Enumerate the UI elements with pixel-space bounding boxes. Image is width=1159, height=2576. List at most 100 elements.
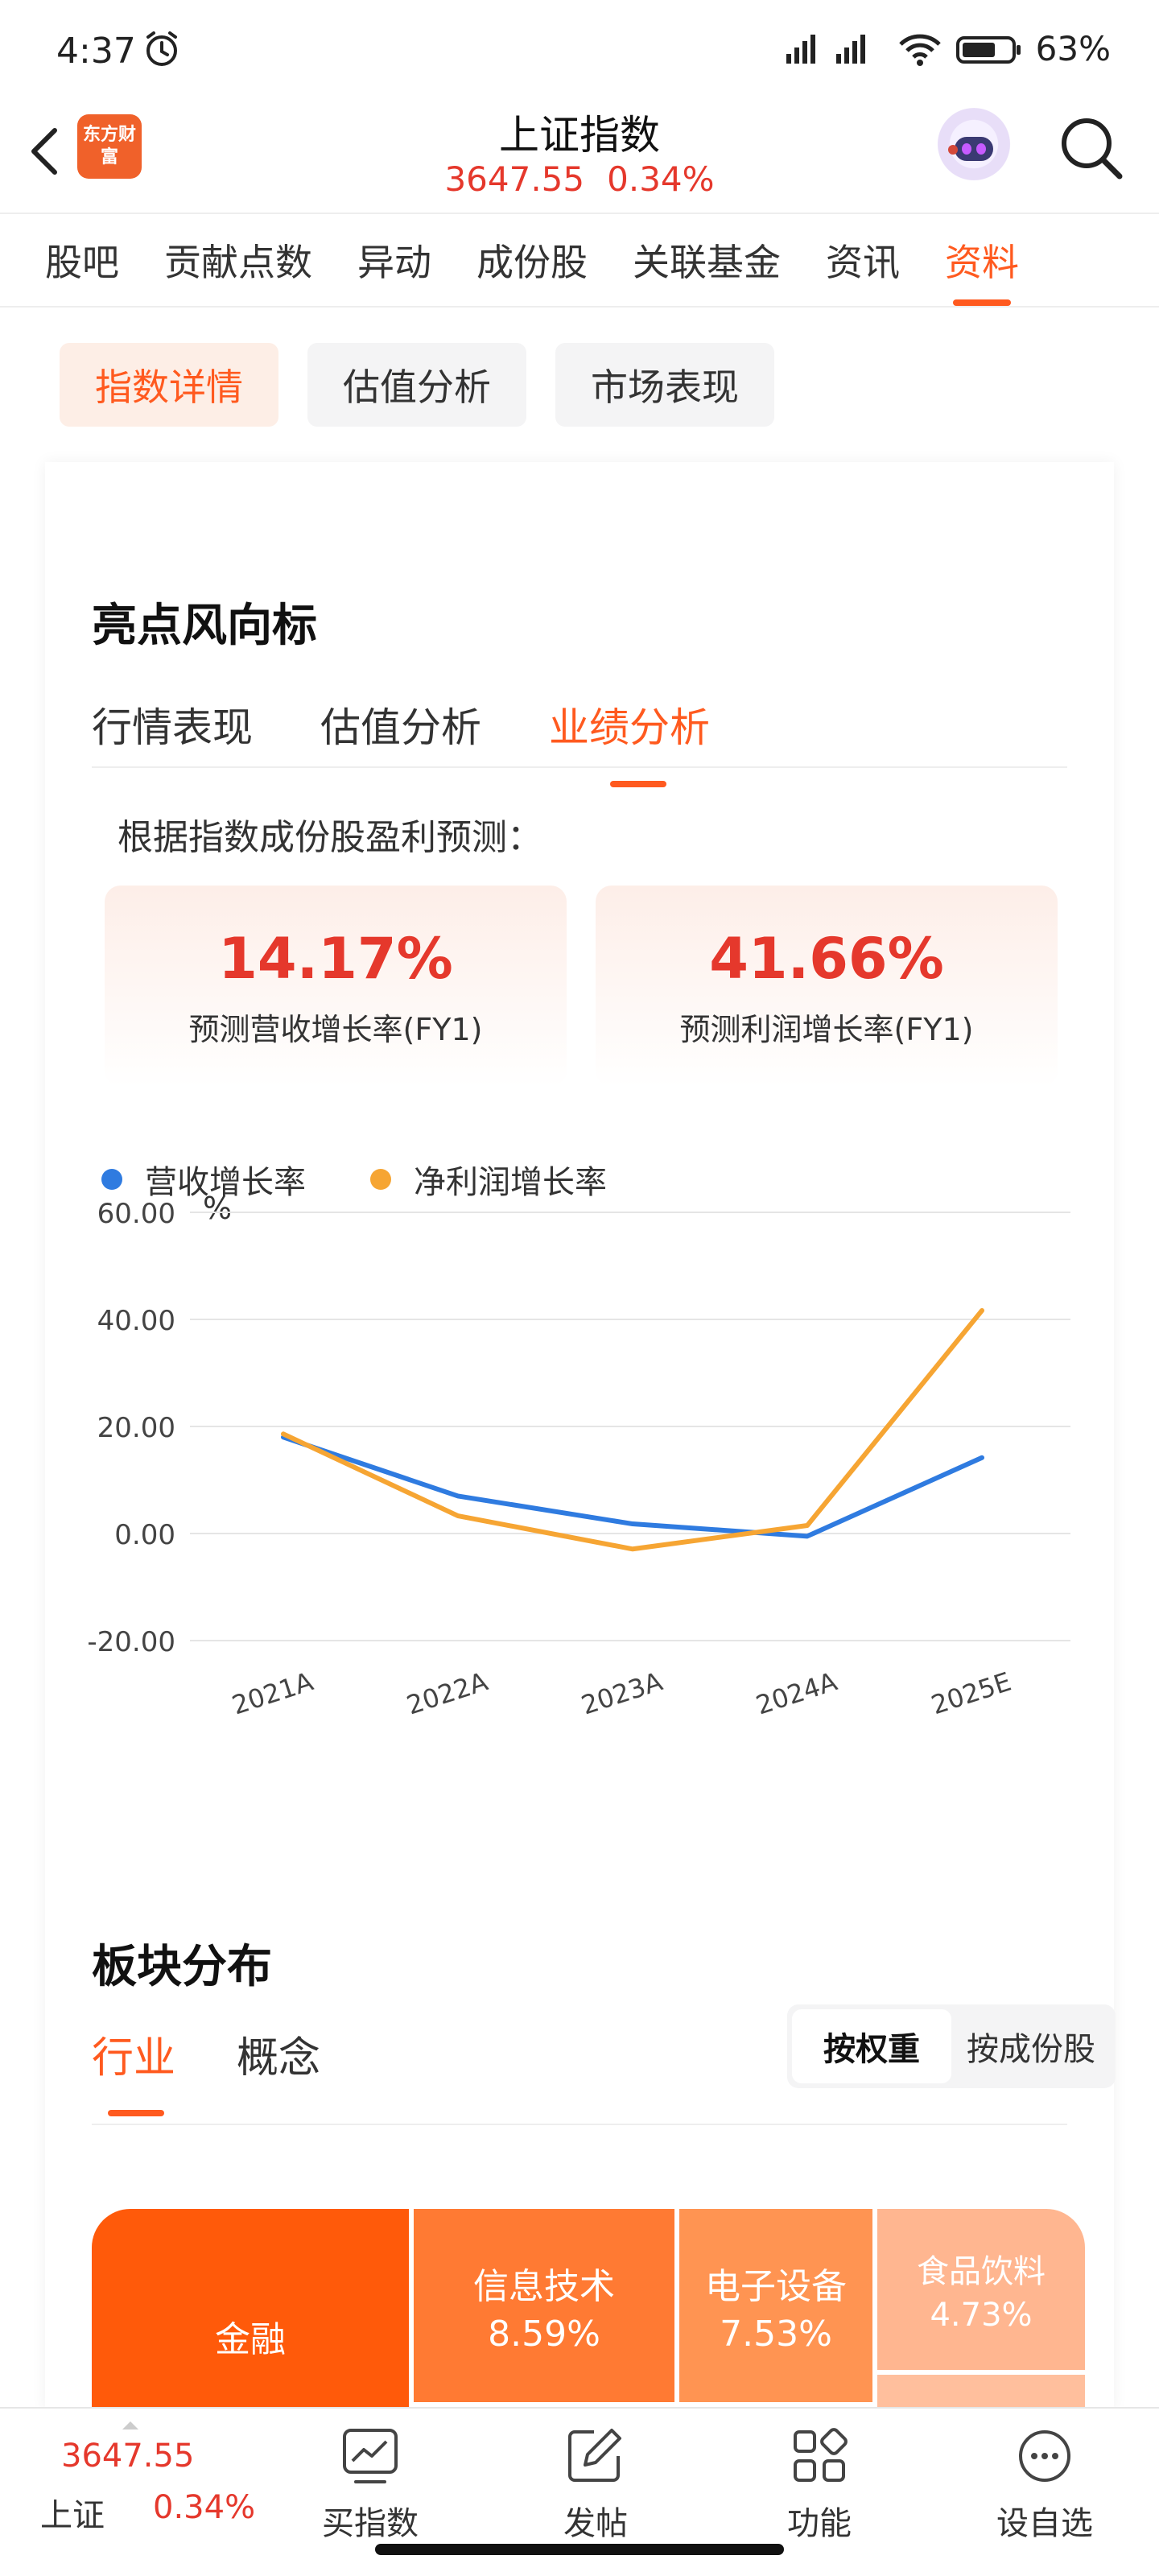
y-unit-label: % — [203, 1191, 232, 1226]
back-arrow-icon[interactable] — [21, 119, 69, 184]
data-point — [456, 1494, 460, 1498]
status-time: 4:37 — [56, 31, 136, 72]
tab-contribution[interactable]: 贡献点数 — [164, 241, 312, 284]
treemap-name: 电子设备 — [705, 2265, 847, 2307]
treemap-pct: 8.59% — [488, 2313, 600, 2355]
tab-news[interactable]: 资讯 — [826, 241, 900, 284]
wifi-icon — [898, 34, 941, 66]
series-line-revenue — [281, 1435, 984, 1539]
buy-index-label: 买指数 — [322, 2505, 419, 2542]
buy-index-button[interactable]: 买指数 — [290, 2420, 451, 2544]
home-indicator — [375, 2544, 784, 2555]
content-card: 亮点风向标 行情表现 估值分析 业绩分析 根据指数成份股盈利预测： 14.17%… — [45, 462, 1116, 2410]
treemap-cell-electronics[interactable]: 电子设备 7.53% — [679, 2209, 872, 2402]
tab-profile[interactable]: 资料 — [945, 233, 1019, 306]
x-tick-label: 2023A — [578, 1666, 666, 1720]
chip-valuation[interactable]: 估值分析 — [307, 343, 526, 427]
tab-related-funds[interactable]: 关联基金 — [633, 241, 781, 284]
tab-price-performance[interactable]: 行情表现 — [92, 704, 253, 751]
series-line-profit — [281, 1307, 984, 1552]
treemap-name: 食品饮料 — [917, 2253, 1046, 2290]
data-point — [806, 1524, 809, 1528]
robot-icon — [948, 137, 993, 161]
data-point — [456, 1514, 460, 1518]
highlights-title: 亮点风向标 — [92, 600, 317, 652]
tab-concept[interactable]: 概念 — [237, 2034, 321, 2083]
chip-index-details[interactable]: 指数详情 — [60, 343, 278, 427]
treemap-cell-finance[interactable]: 金融 — [92, 2209, 409, 2410]
kpi-profit: 41.66% 预测利润增长率(FY1) — [596, 886, 1058, 1087]
chip-market[interactable]: 市场表现 — [555, 343, 774, 427]
x-tick-label: 2024A — [753, 1666, 841, 1720]
x-tick-label: 2021A — [229, 1666, 317, 1720]
tab-guba[interactable]: 股吧 — [45, 241, 119, 284]
toggle-by-weight[interactable]: 按权重 — [792, 2009, 951, 2083]
treemap-name: 金融 — [215, 2319, 286, 2360]
sub-tabs: 指数详情 估值分析 市场表现 — [60, 343, 774, 427]
y-tick-label: 40.00 — [97, 1305, 175, 1337]
alarm-icon — [146, 31, 177, 66]
app-logo[interactable]: 东方财富 — [77, 114, 142, 179]
data-point — [282, 1432, 285, 1436]
treemap-name: 信息技术 — [473, 2265, 615, 2307]
grid-apps-icon — [794, 2428, 848, 2482]
app-header: 东方财富 上证指数 3647.55 0.34% — [0, 103, 1159, 213]
kpi-revenue-label: 预测营收增长率(FY1) — [188, 1012, 483, 1047]
post-button[interactable]: 发帖 — [515, 2420, 676, 2544]
kpi-revenue: 14.17% 预测营收增长率(FY1) — [105, 886, 567, 1087]
kpi-profit-value: 41.66% — [709, 926, 944, 992]
data-point — [806, 1534, 809, 1538]
treemap-cell-it[interactable]: 信息技术 8.59% — [414, 2209, 674, 2402]
sector-treemap: 金融 信息技术 8.59% 电子设备 7.53% 食品饮料 4.73% — [92, 2209, 1085, 2410]
legend-profit: 净利润增长率 — [414, 1164, 607, 1201]
search-icon[interactable] — [1054, 111, 1127, 184]
add-watchlist-button[interactable]: 设自选 — [964, 2420, 1125, 2544]
post-label: 发帖 — [563, 2505, 628, 2542]
bottom-index-name[interactable]: 上证 — [40, 2497, 105, 2534]
legend-dot-revenue — [101, 1169, 122, 1190]
weight-toggle: 按权重 按成份股 — [787, 2004, 1116, 2088]
data-point — [980, 1308, 984, 1312]
caret-up-icon — [122, 2421, 138, 2429]
logo-text: 东方财富 — [82, 125, 136, 167]
status-bar: 4:37 63% — [0, 0, 1159, 103]
y-tick-label: 0.00 — [114, 1519, 175, 1551]
tab-earnings-analysis[interactable]: 业绩分析 — [549, 696, 710, 787]
battery-icon — [955, 35, 1021, 64]
legend-dot-profit — [370, 1169, 391, 1190]
tab-valuation-analysis[interactable]: 估值分析 — [320, 704, 481, 751]
tab-movement[interactable]: 异动 — [357, 241, 431, 284]
page-title: 上证指数 — [499, 112, 660, 159]
bottom-price[interactable]: 3647.55 — [61, 2438, 195, 2475]
tab-industry[interactable]: 行业 — [92, 2024, 175, 2116]
toggle-by-constituents[interactable]: 按成份股 — [967, 2031, 1095, 2068]
more-icon — [1019, 2430, 1070, 2482]
header-change: 0.34% — [607, 159, 715, 199]
add-watchlist-label: 设自选 — [996, 2505, 1093, 2542]
chart-trend-icon — [343, 2429, 398, 2483]
forecast-note: 根据指数成份股盈利预测： — [118, 817, 542, 858]
treemap-cell-food[interactable]: 食品饮料 4.73% — [877, 2209, 1085, 2370]
legend-revenue: 营收增长率 — [145, 1164, 306, 1201]
y-tick-label: 20.00 — [97, 1412, 175, 1444]
x-tick-label: 2025E — [927, 1666, 1014, 1721]
bottom-change[interactable]: 0.34% — [153, 2489, 256, 2526]
growth-line-chart: % 60.00 40.00 20.00 0.00 -20.00 2021A 2022A 2023… — [87, 1191, 1070, 1721]
sector-title: 板块分布 — [92, 1941, 272, 1993]
data-point — [631, 1547, 634, 1551]
main-tabs: 股吧 贡献点数 异动 成份股 关联基金 资讯 资料 — [0, 213, 1159, 308]
functions-button[interactable]: 功能 — [739, 2420, 900, 2544]
treemap-cell-other[interactable] — [877, 2375, 1085, 2410]
header-quote: 3647.55 0.34% — [0, 159, 1159, 199]
robot-avatar[interactable] — [934, 108, 1014, 188]
kpi-revenue-value: 14.17% — [218, 926, 453, 992]
treemap-pct: 7.53% — [720, 2313, 832, 2355]
chart-legend: 营收增长率 净利润增长率 — [101, 1156, 607, 1203]
x-tick-label: 2022A — [403, 1666, 492, 1720]
y-tick-label: -20.00 — [87, 1626, 175, 1658]
tab-constituents[interactable]: 成份股 — [476, 241, 588, 284]
functions-label: 功能 — [787, 2505, 852, 2542]
signal-icon — [786, 34, 865, 64]
y-tick-label: 60.00 — [97, 1198, 175, 1230]
highlight-tabs: 行情表现 估值分析 业绩分析 — [92, 696, 1067, 787]
